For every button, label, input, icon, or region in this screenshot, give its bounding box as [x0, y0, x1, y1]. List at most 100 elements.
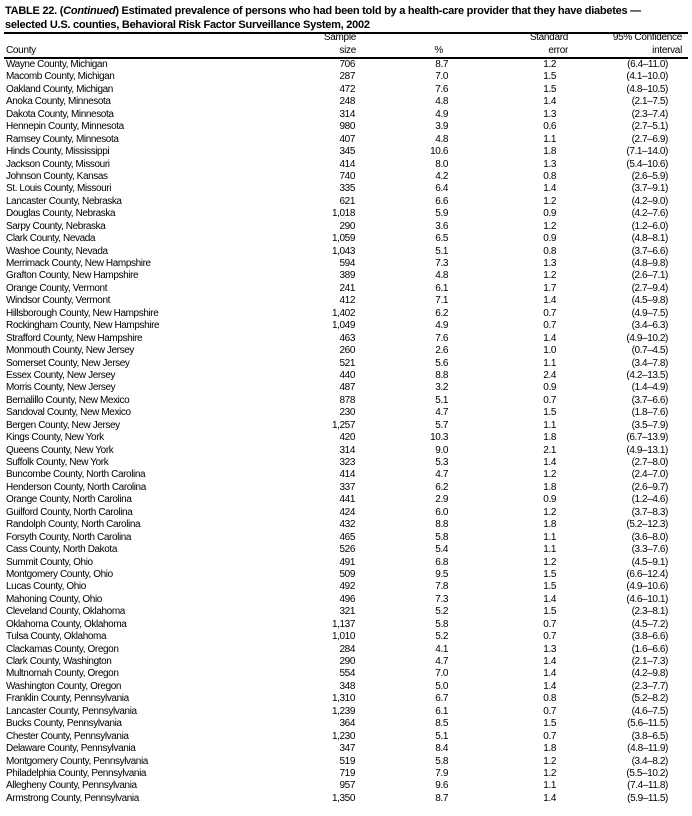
- county-cell: St. Louis County, Missouri: [6, 183, 112, 195]
- percent-cell: 4.7: [435, 407, 448, 419]
- table-row: Chester County, Pennsylvania 1,230 5.1 0.7 (…: [0, 731, 692, 743]
- percent-cell: 5.9: [435, 208, 448, 220]
- standard-error-cell: 0.7: [543, 320, 556, 332]
- confidence-interval-cell: (4.6–7.5): [631, 705, 669, 717]
- percent-cell: 8.8: [435, 519, 448, 531]
- confidence-interval-cell: (4.9–7.5): [631, 307, 669, 319]
- sample-size-cell: 389: [339, 270, 356, 282]
- county-cell: Sarpy County, Nebraska: [6, 220, 106, 232]
- percent-cell: 5.8: [435, 618, 448, 630]
- percent-cell: 7.0: [435, 668, 448, 680]
- confidence-interval-cell: (4.2–13.5): [626, 369, 668, 381]
- standard-error-cell: 1.2: [543, 506, 556, 518]
- percent-cell: 8.0: [435, 158, 448, 170]
- county-cell: Oakland County, Michigan: [6, 83, 113, 95]
- sample-size-cell: 1,350: [331, 792, 355, 804]
- table-row: Clark County, Nevada 1,059 6.5 0.9 (4.8–8.1): [0, 233, 692, 245]
- standard-error-cell: 1.8: [543, 743, 556, 755]
- confidence-interval-cell: (2.3–7.4): [631, 108, 669, 120]
- sample-size-cell: 414: [339, 158, 356, 170]
- sample-size-cell: 621: [339, 195, 356, 207]
- sample-size-cell: 335: [339, 183, 356, 195]
- table-row: Hinds County, Mississippi 345 10.6 1.8 (7.1–…: [0, 146, 692, 158]
- sample-size-cell: 414: [339, 469, 356, 481]
- table-row: Philadelphia County, Pennsylvania 719 7.9 1…: [0, 768, 692, 780]
- county-cell: Grafton County, New Hampshire: [6, 270, 139, 282]
- table-row: Clackamas County, Oregon 284 4.1 1.3 (1.6–6.…: [0, 644, 692, 656]
- sample-size-cell: 492: [339, 581, 356, 593]
- table-row: Hillsborough County, New Hampshire 1,402 6…: [0, 308, 692, 320]
- county-cell: Strafford County, New Hampshire: [6, 332, 143, 344]
- standard-error-cell: 1.2: [543, 195, 556, 207]
- percent-cell: 6.2: [435, 481, 448, 493]
- sample-size-cell: 323: [339, 457, 356, 468]
- table-row: St. Louis County, Missouri 335 6.4 1.4 (3.7–…: [0, 183, 692, 195]
- standard-error-cell: 1.2: [543, 59, 556, 70]
- confidence-interval-cell: (3.5–7.9): [631, 419, 669, 431]
- table-row: Orange County, Vermont 241 6.1 1.7 (2.7–9.4): [0, 283, 692, 295]
- county-cell: Bucks County, Pennsylvania: [6, 718, 122, 730]
- percent-cell: 6.1: [435, 705, 448, 717]
- title-continued: Continued: [63, 5, 116, 17]
- standard-error-cell: 0.7: [543, 631, 556, 643]
- confidence-interval-cell: (5.2–12.3): [626, 519, 668, 531]
- standard-error-cell: 1.8: [543, 432, 556, 444]
- sample-size-cell: 496: [339, 593, 356, 605]
- table-row: Oakland County, Michigan 472 7.6 1.5 (4.8–10…: [0, 84, 692, 96]
- table-row: Anoka County, Minnesota 248 4.8 1.4 (2.1–7.5…: [0, 96, 692, 108]
- county-cell: Merrimack County, New Hampshire: [6, 258, 151, 269]
- percent-cell: 7.8: [435, 581, 448, 593]
- table-row: Guilford County, North Carolina 424 6.0 1.2…: [0, 507, 692, 519]
- county-cell: Bernalillo County, New Mexico: [6, 394, 130, 406]
- percent-cell: 4.9: [435, 320, 448, 332]
- confidence-interval-cell: (2.6–7.1): [631, 270, 669, 282]
- county-cell: Lancaster County, Nebraska: [6, 195, 122, 207]
- table-row: Hennepin County, Minnesota 980 3.9 0.6 (2.7–…: [0, 121, 692, 133]
- standard-error-cell: 1.4: [543, 656, 556, 667]
- sample-size-cell: 519: [339, 755, 356, 767]
- county-cell: Jackson County, Missouri: [6, 158, 110, 170]
- sample-size-cell: 491: [339, 556, 356, 568]
- percent-cell: 4.7: [435, 656, 448, 667]
- county-cell: Hinds County, Mississippi: [6, 146, 110, 158]
- table-row: Queens County, New York 314 9.0 2.1 (4.9–13.…: [0, 445, 692, 457]
- table-row: Grafton County, New Hampshire 389 4.8 1.2 (2…: [0, 270, 692, 282]
- sample-size-cell: 1,402: [331, 307, 355, 319]
- confidence-interval-cell: (3.7–6.6): [631, 245, 669, 257]
- county-cell: Forsyth County, North Carolina: [6, 531, 132, 543]
- sample-size-cell: 1,239: [331, 705, 355, 717]
- table-row: Bernalillo County, New Mexico 878 5.1 0.7 (3…: [0, 395, 692, 407]
- table-row: Armstrong County, Pennsylvania 1,350 8.7 1.…: [0, 793, 692, 805]
- standard-error-cell: 1.7: [543, 282, 556, 294]
- standard-error-cell: 0.8: [543, 693, 556, 705]
- confidence-interval-cell: (3.7–6.6): [631, 394, 669, 406]
- percent-cell: 3.6: [435, 220, 448, 232]
- percent-cell: 4.9: [435, 108, 448, 120]
- confidence-interval-cell: (1.6–6.6): [631, 643, 669, 655]
- county-cell: Johnson County, Kansas: [6, 170, 108, 182]
- standard-error-cell: 0.7: [543, 618, 556, 630]
- header-confidence-interval: 95% Confidence interval: [613, 31, 682, 57]
- county-cell: Clark County, Washington: [6, 656, 112, 667]
- header-se-line2: error: [548, 45, 568, 56]
- sample-size-cell: 314: [339, 108, 356, 120]
- percent-cell: 8.4: [435, 743, 448, 755]
- header-percent: %: [434, 45, 443, 56]
- percent-cell: 3.9: [435, 121, 448, 133]
- header-sample-line1: Sample: [323, 32, 356, 43]
- county-cell: Oklahoma County, Oklahoma: [6, 618, 127, 630]
- percent-cell: 6.4: [435, 183, 448, 195]
- county-cell: Kings County, New York: [6, 432, 104, 444]
- percent-cell: 5.1: [435, 730, 448, 742]
- sample-size-cell: 526: [339, 544, 356, 556]
- percent-cell: 7.0: [435, 71, 448, 83]
- confidence-interval-cell: (4.8–10.5): [626, 83, 668, 95]
- sample-size-cell: 1,137: [331, 618, 355, 630]
- table-row: Rockingham County, New Hampshire 1,049 4.9…: [0, 320, 692, 332]
- county-cell: Hennepin County, Minnesota: [6, 121, 124, 133]
- standard-error-cell: 0.8: [543, 170, 556, 182]
- standard-error-cell: 1.3: [543, 108, 556, 120]
- table-row: Sandoval County, New Mexico 230 4.7 1.5 (1.8…: [0, 407, 692, 419]
- percent-cell: 7.6: [435, 83, 448, 95]
- percent-cell: 5.6: [435, 357, 448, 369]
